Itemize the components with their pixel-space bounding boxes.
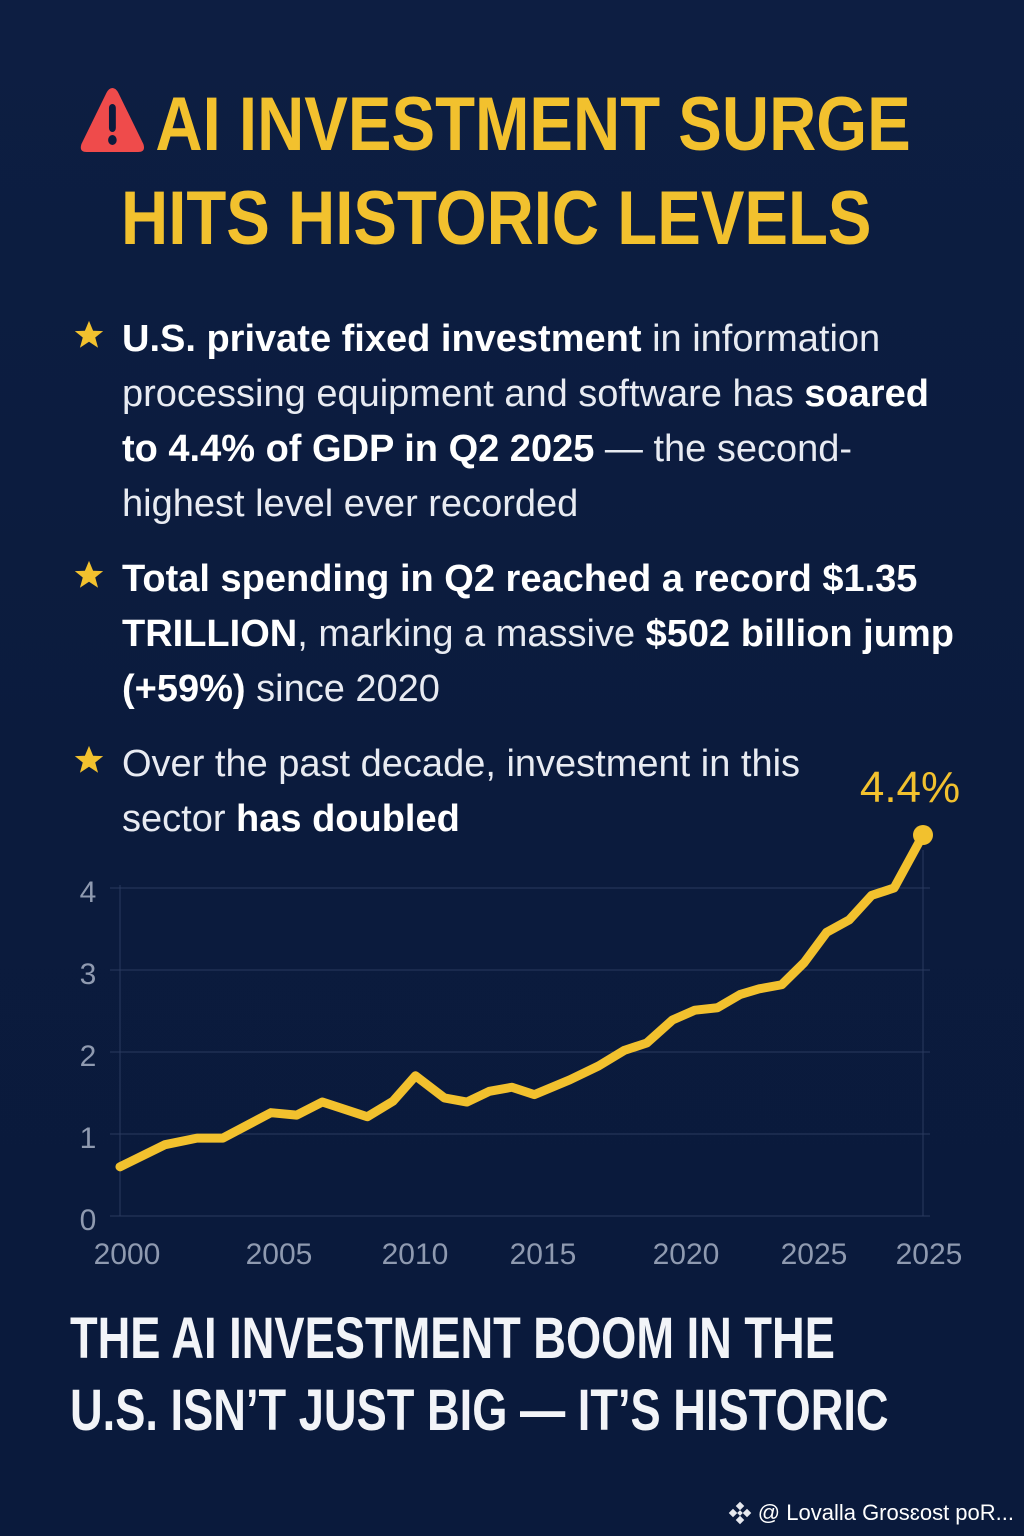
title-line-1: AI INVESTMENT SURGE [78, 78, 911, 172]
y-tick-label: 1 [80, 1122, 97, 1155]
title-text-2: HITS HISTORIC LEVELS [121, 176, 872, 261]
line-chart: 0 1 2 3 4 2000 2005 2010 2015 2020 2025 2025 4.4% [80, 763, 963, 1271]
warning-triangle-icon [80, 88, 145, 152]
bullet-text-bold: has doubled [236, 798, 460, 840]
diamond-logo-icon [728, 1501, 752, 1525]
bottom-headline: THE AI INVESTMENT BOOM IN THE U.S. ISN’T… [70, 1303, 928, 1447]
bullet-text-bold: $502 billion jump (+59%) [122, 613, 954, 710]
end-point-marker [913, 825, 933, 845]
x-tick-label: 2025 [781, 1238, 848, 1271]
bullet-text-bold: Total spending in Q2 reached a record $1… [122, 558, 918, 655]
star-icon [74, 320, 104, 348]
bullet-text: — the second-highest level ever recorded [122, 428, 853, 525]
page-title: AI INVESTMENT SURGE HITS HISTORIC LEVELS [78, 78, 911, 266]
bullet-text: in information processing equipment and … [122, 318, 881, 415]
bullet-text: Over the past decade, investment in this… [122, 743, 801, 840]
bullet-item: Over the past decade, investment in this… [72, 737, 822, 847]
x-tick-label: 2025 [896, 1238, 963, 1271]
bullet-item: Total spending in Q2 reached a record $1… [72, 552, 972, 717]
star-icon [74, 745, 104, 773]
y-tick-label: 0 [80, 1204, 97, 1237]
title-text-1: AI INVESTMENT SURGE [155, 82, 911, 167]
series-line [115, 830, 928, 1172]
x-tick-label: 2010 [382, 1238, 449, 1271]
bullet-text-bold: soared to 4.4% of GDP in Q2 2025 [122, 373, 929, 470]
x-tick-label: 2015 [510, 1238, 577, 1271]
bottom-headline-line-2: U.S. ISN’T JUST BIG — IT’S HISTORIC [70, 1378, 889, 1443]
y-tick-label: 2 [80, 1040, 97, 1073]
bullet-text: , marking a massive [297, 613, 646, 655]
x-tick-label: 2020 [653, 1238, 720, 1271]
end-value-label: 4.4% [860, 763, 960, 812]
x-tick-label: 2005 [246, 1238, 313, 1271]
bullet-text: since 2020 [245, 668, 440, 710]
y-tick-label: 4 [80, 876, 97, 909]
footer-text: @ Lovalla Grosɛost poR... [757, 1500, 1014, 1525]
y-tick-label: 3 [80, 958, 97, 991]
bullet-item: U.S. private fixed investment in informa… [72, 312, 972, 532]
x-tick-label: 2000 [94, 1238, 161, 1271]
footer-attribution: @ Lovalla Grosɛost poR... [728, 1500, 1014, 1526]
star-icon [74, 560, 104, 588]
bottom-headline-line-1: THE AI INVESTMENT BOOM IN THE [70, 1306, 835, 1371]
bullet-list: U.S. private fixed investment in informa… [72, 312, 972, 867]
bullet-text-bold: U.S. private fixed investment [122, 318, 653, 360]
